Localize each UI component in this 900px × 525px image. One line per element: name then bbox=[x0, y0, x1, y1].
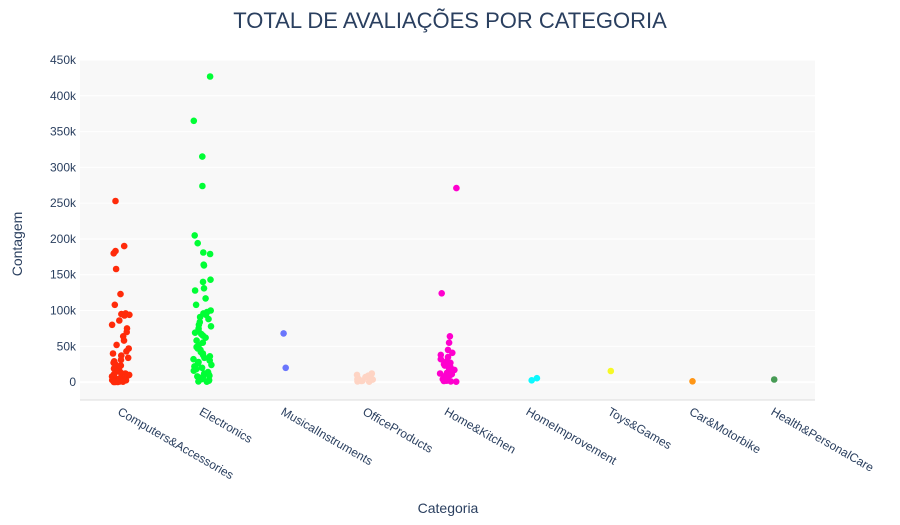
y-tick-labels: 0 50k 100k 150k 200k 250k 300k 350k 400k 450k bbox=[50, 53, 77, 389]
data-point bbox=[206, 250, 214, 258]
y-axis-title: Contagem bbox=[9, 212, 25, 277]
data-point bbox=[205, 315, 212, 323]
data-point bbox=[191, 329, 199, 337]
data-points bbox=[108, 73, 778, 386]
data-point bbox=[437, 355, 445, 363]
x-tick-label: Car&Motorbike bbox=[687, 404, 764, 456]
data-point bbox=[280, 330, 287, 337]
data-point bbox=[207, 323, 215, 330]
data-point bbox=[120, 242, 128, 250]
y-tick-label: 400k bbox=[50, 89, 77, 103]
data-point bbox=[190, 117, 198, 125]
data-point bbox=[438, 290, 446, 297]
data-point bbox=[689, 378, 696, 385]
data-point bbox=[113, 341, 120, 349]
data-point bbox=[117, 356, 125, 364]
data-point bbox=[445, 339, 453, 347]
data-point bbox=[533, 374, 541, 382]
data-point bbox=[453, 184, 460, 192]
data-point bbox=[114, 378, 121, 386]
data-point bbox=[198, 364, 206, 372]
y-tick-label: 0 bbox=[69, 375, 76, 389]
x-tick-label: Home&Kitchen bbox=[442, 404, 518, 456]
x-tick-label: Electronics bbox=[197, 404, 255, 445]
data-point bbox=[196, 313, 204, 321]
data-point bbox=[124, 354, 132, 362]
y-tick-label: 200k bbox=[50, 232, 77, 246]
data-point bbox=[440, 377, 448, 385]
data-point bbox=[195, 378, 202, 385]
data-point bbox=[192, 301, 200, 309]
data-point bbox=[200, 249, 207, 256]
data-point bbox=[200, 262, 208, 269]
y-tick-label: 100k bbox=[50, 304, 77, 318]
data-point bbox=[126, 311, 133, 319]
y-tick-label: 50k bbox=[57, 339, 77, 353]
data-point bbox=[452, 378, 460, 386]
data-point bbox=[109, 350, 117, 357]
data-point bbox=[121, 312, 128, 319]
data-point bbox=[108, 321, 116, 329]
chart-title: TOTAL DE AVALIAÇÕES POR CATEGORIA bbox=[233, 8, 667, 33]
data-point bbox=[123, 348, 130, 355]
data-point bbox=[199, 278, 207, 286]
data-point bbox=[111, 301, 119, 309]
data-point bbox=[365, 378, 373, 386]
y-tick-label: 300k bbox=[50, 160, 77, 174]
x-tick-label: Toys&Games bbox=[605, 404, 674, 452]
data-point bbox=[449, 349, 456, 357]
data-point bbox=[199, 182, 206, 190]
data-point bbox=[528, 377, 535, 384]
x-tick-label: OfficeProducts bbox=[360, 404, 435, 455]
data-point bbox=[190, 355, 197, 363]
data-point bbox=[207, 276, 214, 284]
data-point bbox=[206, 73, 214, 80]
data-point bbox=[446, 333, 454, 340]
data-point bbox=[770, 376, 778, 383]
data-point bbox=[194, 239, 201, 247]
data-point bbox=[447, 378, 455, 385]
data-point bbox=[112, 265, 120, 273]
x-axis-title: Categoria bbox=[418, 500, 479, 516]
data-point bbox=[200, 285, 208, 292]
data-point bbox=[208, 361, 215, 369]
y-tick-label: 150k bbox=[50, 268, 77, 282]
data-point bbox=[120, 337, 128, 344]
data-point bbox=[119, 378, 127, 386]
data-point bbox=[112, 197, 119, 205]
data-point bbox=[110, 250, 117, 257]
y-tick-label: 350k bbox=[50, 125, 77, 139]
x-tick-label: Health&PersonalCare bbox=[769, 404, 877, 474]
data-point bbox=[201, 354, 208, 362]
data-point bbox=[202, 295, 209, 302]
data-point bbox=[116, 317, 123, 324]
y-tick-label: 450k bbox=[50, 53, 77, 67]
data-point bbox=[190, 367, 198, 375]
data-point bbox=[607, 367, 615, 375]
data-point bbox=[117, 290, 124, 298]
data-point bbox=[191, 232, 198, 239]
data-point bbox=[354, 378, 361, 385]
y-tick-label: 250k bbox=[50, 196, 77, 210]
data-point bbox=[202, 334, 209, 342]
data-point bbox=[191, 287, 199, 294]
data-point bbox=[199, 153, 206, 160]
data-point bbox=[203, 378, 211, 386]
x-tick-label: HomeImprovement bbox=[524, 404, 620, 467]
data-point bbox=[282, 364, 290, 372]
